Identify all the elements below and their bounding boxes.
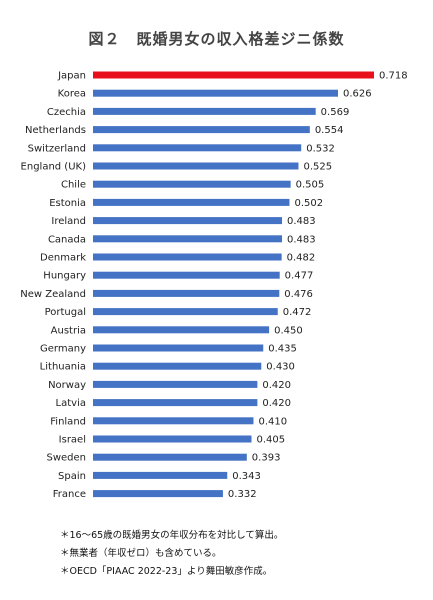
category-label-finland: Finland xyxy=(50,416,86,427)
category-label-korea: Korea xyxy=(58,89,86,100)
value-label-norway: 0.420 xyxy=(262,380,291,391)
value-label-estonia: 0.502 xyxy=(294,198,323,209)
bar-spain xyxy=(93,471,228,479)
value-label-ireland: 0.483 xyxy=(287,216,316,227)
bar-england-uk xyxy=(93,162,299,170)
bar-new-zealand xyxy=(93,289,280,297)
bar-lithuania xyxy=(93,362,262,370)
bar-netherlands xyxy=(93,126,310,134)
category-label-czechia: Czechia xyxy=(47,107,86,118)
value-label-latvia: 0.420 xyxy=(262,398,291,409)
value-label-lithuania: 0.430 xyxy=(266,362,295,373)
category-label-lithuania: Lithuania xyxy=(40,362,86,373)
value-label-canada: 0.483 xyxy=(287,234,316,245)
bar-sweden xyxy=(93,453,247,461)
footnote-3: ＊OECD「PIAAC 2022-23」より舞田敏彦作成。 xyxy=(60,566,273,577)
category-label-israel: Israel xyxy=(59,435,86,446)
category-label-portugal: Portugal xyxy=(45,307,86,318)
category-label-new-zealand: New Zealand xyxy=(20,289,86,300)
value-label-netherlands: 0.554 xyxy=(315,125,344,136)
value-label-new-zealand: 0.476 xyxy=(284,289,313,300)
value-label-sweden: 0.393 xyxy=(252,453,281,464)
bar-korea xyxy=(93,89,338,97)
bar-czechia xyxy=(93,107,316,115)
bar-france xyxy=(93,490,223,498)
value-label-finland: 0.410 xyxy=(258,416,287,427)
category-label-hungary: Hungary xyxy=(43,271,86,282)
bar-norway xyxy=(93,380,258,388)
category-label-england-uk: England (UK) xyxy=(21,162,87,173)
value-label-england-uk: 0.525 xyxy=(303,162,332,173)
bar-chile xyxy=(93,180,291,188)
bar-canada xyxy=(93,235,283,243)
footnote-2: ＊無業者（年収ゼロ）も含めている。 xyxy=(60,548,222,559)
category-label-switzerland: Switzerland xyxy=(28,143,86,154)
category-label-ireland: Ireland xyxy=(51,216,86,227)
category-label-spain: Spain xyxy=(58,471,86,482)
category-label-latvia: Latvia xyxy=(56,398,86,409)
category-label-germany: Germany xyxy=(40,344,86,355)
bar-finland xyxy=(93,417,254,425)
bar-austria xyxy=(93,326,270,334)
value-label-korea: 0.626 xyxy=(343,89,372,100)
footnotes: ＊16〜65歳の既婚男女の年収分布を対比して算出。 ＊無業者（年収ゼロ）も含めて… xyxy=(60,527,283,581)
bar-chart: Japan 0.718 Korea 0.626 Czechia 0.569 Netherla… xyxy=(20,71,408,501)
bar-denmark xyxy=(93,253,282,261)
value-label-switzerland: 0.532 xyxy=(306,143,335,154)
bar-israel xyxy=(93,435,252,443)
category-label-france: France xyxy=(53,489,86,500)
bar-portugal xyxy=(93,308,278,316)
category-label-estonia: Estonia xyxy=(49,198,86,209)
bar-estonia xyxy=(93,198,290,206)
value-label-denmark: 0.482 xyxy=(287,253,316,264)
category-label-chile: Chile xyxy=(61,180,86,191)
category-label-canada: Canada xyxy=(48,234,86,245)
chart-title: 図２ 既婚男女の収入格差ジニ係数 xyxy=(88,30,345,48)
value-label-hungary: 0.477 xyxy=(285,271,314,282)
category-label-austria: Austria xyxy=(51,325,86,336)
category-label-netherlands: Netherlands xyxy=(25,125,86,136)
value-label-chile: 0.505 xyxy=(296,180,325,191)
value-label-japan: 0.718 xyxy=(379,71,408,82)
category-label-japan: Japan xyxy=(57,71,86,82)
bar-switzerland xyxy=(93,144,302,152)
category-label-denmark: Denmark xyxy=(40,253,86,264)
footnote-1: ＊16〜65歳の既婚男女の年収分布を対比して算出。 xyxy=(60,530,284,541)
bar-germany xyxy=(93,344,264,352)
value-label-czechia: 0.569 xyxy=(321,107,350,118)
category-label-sweden: Sweden xyxy=(46,453,86,464)
bar-latvia xyxy=(93,399,258,407)
value-label-portugal: 0.472 xyxy=(283,307,312,318)
value-label-spain: 0.343 xyxy=(232,471,261,482)
value-label-austria: 0.450 xyxy=(274,325,303,336)
value-label-germany: 0.435 xyxy=(268,344,297,355)
value-label-france: 0.332 xyxy=(228,489,257,500)
bar-ireland xyxy=(93,217,283,225)
bar-japan xyxy=(93,71,374,79)
bar-hungary xyxy=(93,271,280,279)
category-label-norway: Norway xyxy=(48,380,86,391)
value-label-israel: 0.405 xyxy=(257,435,286,446)
